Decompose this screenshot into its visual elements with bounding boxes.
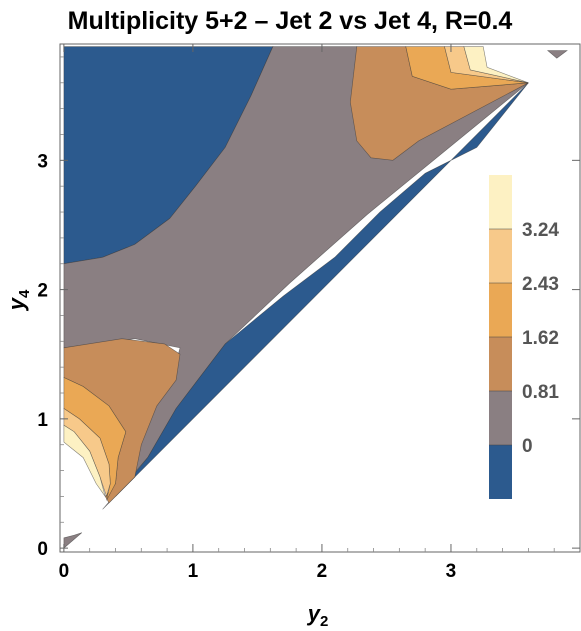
- contour-region-4: [115, 82, 529, 497]
- plot-frame: [59, 43, 581, 553]
- legend-swatch: [489, 391, 512, 445]
- x-tick-label: 0: [59, 561, 70, 582]
- x-tick-label: 3: [446, 561, 457, 582]
- contour-region-12: [63, 424, 106, 497]
- legend-label: 0: [522, 436, 533, 457]
- y-tick-label: 0: [37, 539, 48, 560]
- contour-region-11: [463, 46, 529, 84]
- y-tick-label: 2: [37, 281, 48, 302]
- x-axis-ticks: 0 1 2 3: [59, 44, 555, 582]
- legend-label: 0.81: [522, 382, 559, 403]
- contour-region-2: [63, 532, 83, 549]
- legend-label: 2.43: [522, 274, 559, 295]
- legend-swatch: [489, 175, 512, 229]
- y-tick-label: 1: [37, 410, 48, 431]
- legend-swatch: [489, 337, 512, 391]
- legend-swatch: [489, 283, 512, 337]
- legend-swatch: [489, 229, 512, 283]
- chart-title: Multiplicity 5+2 – Jet 2 vs Jet 4, R=0.4: [68, 7, 513, 35]
- contour-regions: [63, 46, 569, 549]
- x-tick-label: 2: [317, 561, 328, 582]
- legend-label: 3.24: [522, 220, 559, 241]
- y-tick-label: 3: [37, 151, 48, 172]
- x-tick-label: 1: [188, 561, 199, 582]
- legend-label: 1.62: [522, 328, 559, 349]
- x-axis-label: y2: [307, 601, 329, 630]
- y-axis-ticks: 0 1 2 3: [37, 56, 580, 560]
- color-legend: 0 0.81 1.62 2.43 3.24: [489, 175, 559, 499]
- legend-swatch: [489, 445, 512, 499]
- y-axis-label: y4: [4, 289, 33, 311]
- contour-region-3: [546, 50, 569, 59]
